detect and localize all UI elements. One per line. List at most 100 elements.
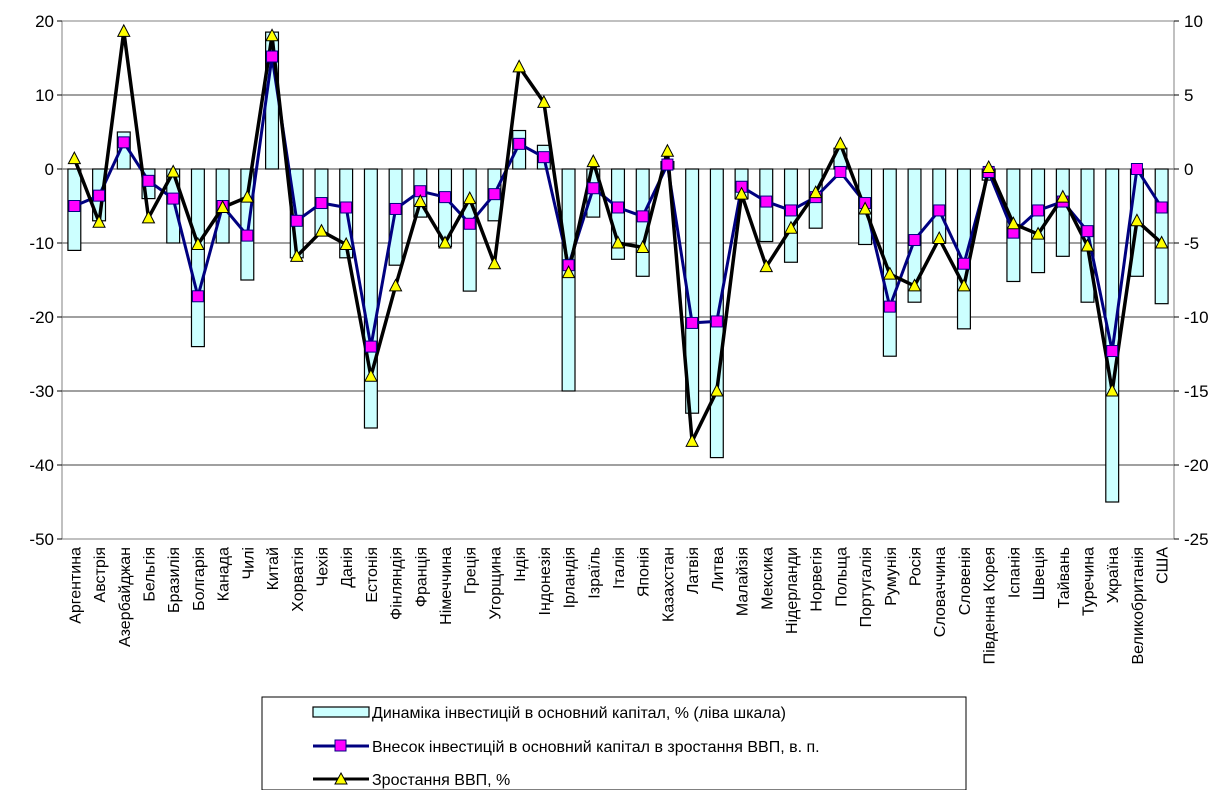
legend-marker-contribution	[334, 739, 347, 752]
contribution-point-43	[1106, 345, 1119, 358]
category-label: Фінляндія	[389, 547, 406, 620]
category-label: Туречина	[1081, 547, 1098, 616]
legend: Динаміка інвестицій в основний капітал, …	[261, 696, 967, 790]
category-label: Мексика	[759, 547, 776, 610]
gdp-point-27	[710, 383, 724, 397]
contribution-point-17	[463, 217, 476, 230]
category-label: Словаччина	[932, 547, 949, 637]
investment-bars	[67, 31, 1169, 503]
gdp-point-34	[882, 266, 897, 280]
category-label: Латвія	[685, 547, 702, 594]
left-tick-label: 0	[45, 160, 54, 179]
gdp-point-31	[808, 185, 823, 199]
left-tick-label: -10	[29, 234, 54, 253]
contribution-point-16	[439, 191, 452, 204]
gdp-point-41	[1055, 189, 1070, 203]
bar-6	[190, 168, 205, 348]
right-tick-label: -15	[1184, 382, 1209, 401]
gdp-point-17	[462, 191, 477, 205]
legend-label-contribution: Внесок інвестицій в основний капітал в з…	[372, 739, 820, 756]
gdp-point-32	[833, 136, 848, 150]
category-label: Бразилія	[166, 547, 183, 613]
category-label: Індонезія	[537, 547, 554, 615]
right-tick-label: 0	[1184, 160, 1193, 179]
gdp-point-33	[858, 201, 872, 215]
category-label: Індія	[512, 547, 529, 582]
gdp-point-38	[981, 159, 996, 174]
contribution-point-37	[957, 257, 970, 270]
gdp-point-5	[166, 164, 181, 178]
legend-box	[261, 696, 967, 790]
gdp-point-42	[1080, 238, 1095, 252]
gdp-point-23	[611, 235, 625, 249]
contribution-point-24	[636, 210, 649, 223]
gdp-point-7	[215, 199, 230, 213]
category-label: Японія	[636, 547, 653, 597]
legend-swatch-investment	[312, 706, 370, 718]
category-label: Угорщина	[487, 547, 504, 620]
bar-24	[635, 168, 650, 277]
legend-label-investment: Динаміка інвестицій в основний капітал, …	[372, 705, 786, 722]
contribution-point-20	[537, 151, 550, 164]
gdp-point-26	[685, 433, 699, 447]
series-markers	[67, 23, 1169, 447]
category-label: Канада	[216, 547, 233, 601]
axes: 20 10 0 -10 -20 -30 -40 -50 10 5 0 -5 -10 -15 -20 -25	[29, 12, 1208, 549]
gdp-point-14	[388, 278, 403, 292]
category-label: Німеччина	[438, 547, 455, 625]
gdp-point-1	[67, 151, 82, 165]
gdp-point-4	[141, 210, 156, 224]
contribution-point-3	[117, 136, 130, 149]
right-tick-label: -10	[1184, 308, 1209, 327]
contribution-point-19	[513, 137, 526, 150]
contribution-point-45	[1155, 201, 1168, 214]
gdp-point-29	[759, 259, 774, 273]
category-label: Хорватія	[290, 547, 307, 612]
category-label: Франція	[413, 547, 430, 607]
gdp-point-19	[512, 59, 526, 73]
gdp-point-44	[1130, 213, 1144, 227]
category-label: Росія	[908, 547, 925, 586]
category-label: Китай	[265, 547, 282, 590]
contribution-point-12	[340, 201, 353, 214]
bar-13	[363, 168, 378, 429]
bar-17	[462, 168, 477, 292]
gdp-point-36	[932, 230, 947, 245]
bar-40	[1031, 168, 1046, 274]
contribution-point-36	[933, 204, 946, 217]
category-labels: Аргентина Австрія Азербайджан Бельгія Бразил…	[67, 547, 1171, 665]
left-tick-label: -50	[29, 530, 54, 549]
legend-label-gdp: Зростання ВВП, %	[372, 772, 510, 789]
category-label: Казахстан	[660, 547, 677, 622]
right-tick-label: -5	[1184, 234, 1199, 253]
contribution-point-42	[1081, 225, 1094, 238]
plot-area	[61, 20, 1175, 540]
gdp-point-10	[289, 248, 304, 262]
contribution-point-23	[612, 201, 624, 214]
contribution-point-13	[364, 340, 377, 353]
category-label: Великобританія	[1130, 547, 1147, 665]
left-tick-label: 20	[35, 12, 54, 31]
gdp-point-9	[265, 28, 279, 42]
gdp-point-18	[487, 256, 502, 270]
category-label: Тайвань	[1056, 547, 1073, 608]
category-label: Чехія	[314, 547, 331, 586]
contribution-point-30	[784, 204, 797, 217]
gdp-point-28	[734, 186, 749, 200]
category-label: Словенія	[957, 547, 974, 615]
category-label: Данія	[339, 547, 356, 588]
bar-41	[1055, 168, 1070, 257]
contribution-point-2	[93, 189, 106, 202]
category-label: Італія	[611, 547, 628, 589]
gdp-point-37	[957, 278, 971, 292]
gdp-point-2	[92, 214, 106, 228]
contribution-point-4	[142, 174, 155, 187]
category-label: Нідерланди	[784, 547, 801, 634]
left-tick-label: -30	[29, 382, 54, 401]
contribution-point-8	[241, 229, 254, 242]
category-label: Естонія	[364, 547, 381, 603]
contribution-point-25	[661, 158, 674, 171]
gdp-point-6	[191, 236, 205, 250]
category-label: Чилі	[240, 547, 257, 580]
